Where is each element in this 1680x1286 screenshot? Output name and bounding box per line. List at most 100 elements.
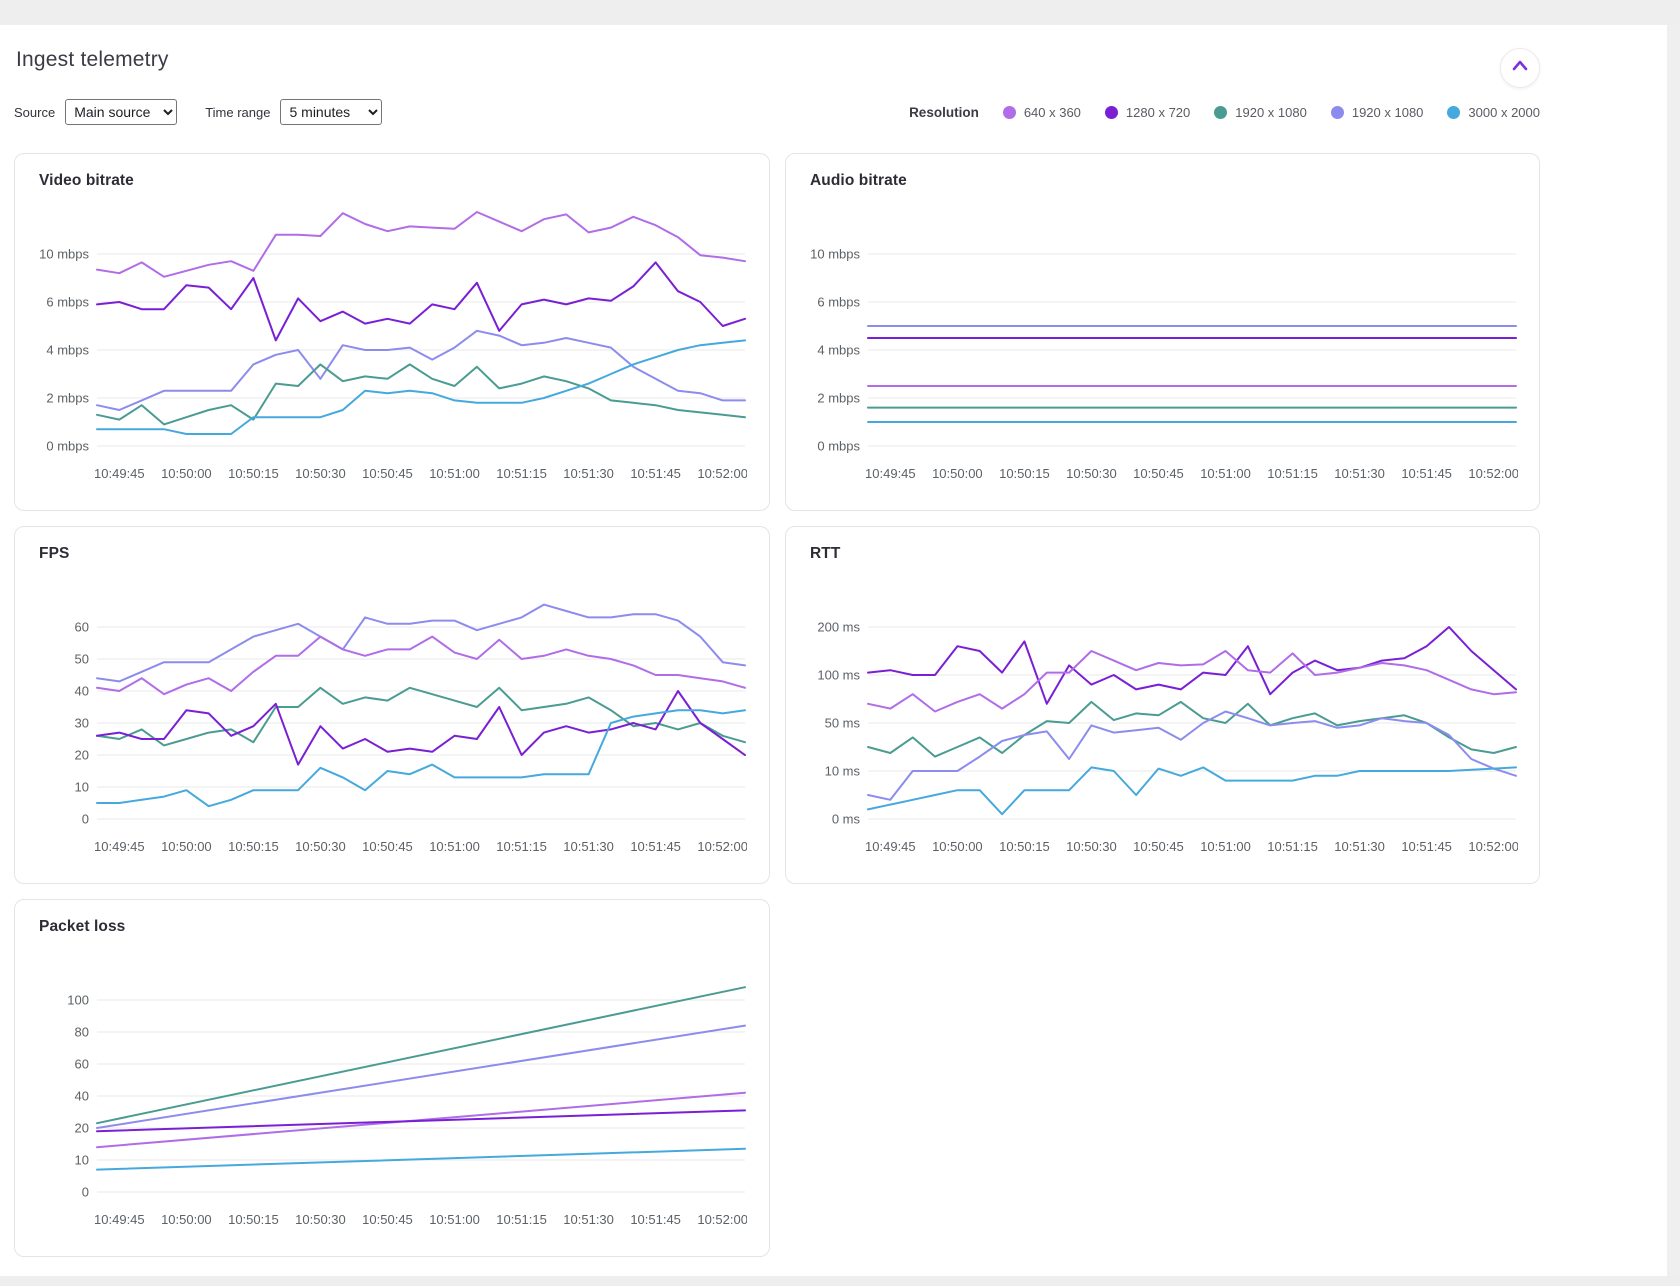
svg-text:10:51:45: 10:51:45 bbox=[630, 1212, 681, 1227]
legend-item-1920x1080-purple[interactable]: 1920 x 1080 bbox=[1330, 105, 1423, 120]
svg-text:10:51:00: 10:51:00 bbox=[1200, 466, 1251, 481]
svg-text:10:51:00: 10:51:00 bbox=[429, 839, 480, 854]
fps-chart[interactable]: 0 10 20 30 40 50 60 10:49:45 10:50:00 10:50:15 10:… bbox=[39, 569, 747, 879]
legend-dot bbox=[1104, 105, 1118, 119]
svg-text:10:50:30: 10:50:30 bbox=[1066, 466, 1117, 481]
audio-bitrate-chart[interactable]: 0 mbps 2 mbps 4 mbps 6 mbps 10 mbps 10:49:45 1… bbox=[810, 196, 1518, 506]
svg-text:10:51:00: 10:51:00 bbox=[429, 466, 480, 481]
svg-text:10:50:00: 10:50:00 bbox=[932, 839, 983, 854]
ingest-telemetry-panel: Ingest telemetry Source Main source Time… bbox=[14, 25, 1540, 1257]
svg-text:60: 60 bbox=[75, 620, 89, 635]
video-bitrate-chart[interactable]: 0 mbps 2 mbps 4 mbps 6 mbps 10 mbps 10:49:45 1… bbox=[39, 196, 747, 506]
svg-text:2 mbps: 2 mbps bbox=[46, 391, 89, 406]
svg-text:0 ms: 0 ms bbox=[832, 812, 861, 827]
chart-title: FPS bbox=[39, 545, 70, 562]
svg-text:10:50:45: 10:50:45 bbox=[362, 466, 413, 481]
svg-text:10:51:30: 10:51:30 bbox=[563, 839, 614, 854]
svg-text:50: 50 bbox=[75, 652, 89, 667]
legend-item-1920x1080-teal[interactable]: 1920 x 1080 bbox=[1214, 105, 1307, 120]
svg-text:10:52:00: 10:52:00 bbox=[697, 839, 747, 854]
svg-text:10: 10 bbox=[75, 780, 89, 795]
svg-text:10:51:30: 10:51:30 bbox=[563, 1212, 614, 1227]
svg-text:10:51:15: 10:51:15 bbox=[496, 466, 547, 481]
resolution-legend: Resolution 640 x 360 1280 x 720 1920 x 1… bbox=[909, 105, 1540, 120]
rtt-chart[interactable]: 0 ms 10 ms 50 ms 100 ms 200 ms 10:49:45 10:50:… bbox=[810, 569, 1518, 879]
fps-card: FPS 0 10 20 30 40 50 60 10:49:45 10:50:00 10:50:1… bbox=[14, 526, 770, 884]
svg-text:10:50:45: 10:50:45 bbox=[1133, 839, 1184, 854]
svg-text:20: 20 bbox=[75, 1121, 89, 1136]
svg-text:10:50:00: 10:50:00 bbox=[161, 839, 212, 854]
legend-item-640x360[interactable]: 640 x 360 bbox=[1002, 105, 1081, 120]
svg-text:10:50:15: 10:50:15 bbox=[228, 466, 279, 481]
svg-text:10:51:00: 10:51:00 bbox=[1200, 839, 1251, 854]
rtt-card: RTT 0 ms 10 ms 50 ms 100 ms 200 ms 10:49:45 10… bbox=[785, 526, 1540, 884]
source-select[interactable]: Main source bbox=[65, 99, 178, 125]
svg-text:10:50:30: 10:50:30 bbox=[295, 466, 346, 481]
audio-bitrate-card: Audio bitrate 0 mbps 2 mbps 4 mbps 6 mbps 10… bbox=[785, 153, 1540, 511]
chart-title: Audio bitrate bbox=[810, 172, 907, 189]
chart-title: Packet loss bbox=[39, 918, 126, 935]
vertical-scrollbar[interactable] bbox=[1667, 25, 1680, 1276]
svg-text:4 mbps: 4 mbps bbox=[46, 343, 89, 358]
chart-title: RTT bbox=[810, 545, 841, 562]
svg-text:100 ms: 100 ms bbox=[817, 668, 860, 683]
svg-text:10:49:45: 10:49:45 bbox=[94, 1212, 145, 1227]
charts-grid: Video bitrate 0 mbps 2 mbps 4 mbps 6 mbps 10… bbox=[14, 153, 1540, 1257]
legend-item-3000x2000[interactable]: 3000 x 2000 bbox=[1447, 105, 1540, 120]
svg-text:10:50:45: 10:50:45 bbox=[362, 1212, 413, 1227]
svg-text:10:51:30: 10:51:30 bbox=[563, 466, 614, 481]
svg-text:100: 100 bbox=[67, 993, 89, 1008]
svg-text:10:50:30: 10:50:30 bbox=[1066, 839, 1117, 854]
legend-dot bbox=[1002, 105, 1016, 119]
svg-text:10:51:45: 10:51:45 bbox=[1401, 839, 1452, 854]
svg-text:30: 30 bbox=[75, 716, 89, 731]
svg-text:10 ms: 10 ms bbox=[825, 764, 861, 779]
svg-text:10:52:00: 10:52:00 bbox=[697, 466, 747, 481]
svg-text:10:51:15: 10:51:15 bbox=[1267, 839, 1318, 854]
svg-text:10:50:15: 10:50:15 bbox=[228, 839, 279, 854]
bottom-chrome-strip bbox=[0, 1276, 1680, 1286]
svg-text:10:50:15: 10:50:15 bbox=[999, 839, 1050, 854]
svg-text:10 mbps: 10 mbps bbox=[39, 247, 89, 262]
svg-text:10:51:45: 10:51:45 bbox=[1401, 466, 1452, 481]
svg-text:0: 0 bbox=[82, 1185, 89, 1200]
svg-text:10:51:15: 10:51:15 bbox=[496, 1212, 547, 1227]
svg-text:10: 10 bbox=[75, 1153, 89, 1168]
top-chrome-strip bbox=[0, 0, 1680, 25]
svg-text:10:51:45: 10:51:45 bbox=[630, 839, 681, 854]
svg-text:40: 40 bbox=[75, 684, 89, 699]
chevron-up-icon bbox=[1509, 55, 1531, 82]
legend-dot bbox=[1447, 105, 1461, 119]
svg-text:10:51:15: 10:51:15 bbox=[496, 839, 547, 854]
svg-text:6 mbps: 6 mbps bbox=[46, 295, 89, 310]
page-title: Ingest telemetry bbox=[16, 48, 169, 71]
source-label: Source bbox=[14, 104, 56, 120]
svg-text:50 ms: 50 ms bbox=[825, 716, 861, 731]
time-range-select[interactable]: 5 minutes bbox=[280, 99, 383, 125]
video-bitrate-card: Video bitrate 0 mbps 2 mbps 4 mbps 6 mbps 10… bbox=[14, 153, 770, 511]
svg-text:40: 40 bbox=[75, 1089, 89, 1104]
svg-text:10:49:45: 10:49:45 bbox=[94, 839, 145, 854]
svg-text:10 mbps: 10 mbps bbox=[810, 247, 860, 262]
svg-text:10:50:15: 10:50:15 bbox=[999, 466, 1050, 481]
svg-text:2 mbps: 2 mbps bbox=[817, 391, 860, 406]
svg-text:10:50:00: 10:50:00 bbox=[161, 1212, 212, 1227]
svg-text:10:51:15: 10:51:15 bbox=[1267, 466, 1318, 481]
svg-text:20: 20 bbox=[75, 748, 89, 763]
svg-text:0 mbps: 0 mbps bbox=[46, 439, 89, 454]
svg-text:10:51:00: 10:51:00 bbox=[429, 1212, 480, 1227]
svg-text:10:50:30: 10:50:30 bbox=[295, 1212, 346, 1227]
svg-text:6 mbps: 6 mbps bbox=[817, 295, 860, 310]
collapse-panel-button[interactable] bbox=[1500, 48, 1540, 88]
svg-text:10:50:15: 10:50:15 bbox=[228, 1212, 279, 1227]
svg-text:10:50:45: 10:50:45 bbox=[1133, 466, 1184, 481]
legend-item-1280x720[interactable]: 1280 x 720 bbox=[1104, 105, 1190, 120]
svg-text:4 mbps: 4 mbps bbox=[817, 343, 860, 358]
svg-text:10:49:45: 10:49:45 bbox=[865, 839, 916, 854]
packet-loss-chart[interactable]: 0 10 20 40 60 80 100 10:49:45 10:50:00 10:50:15 10… bbox=[39, 942, 747, 1252]
legend-dot bbox=[1330, 105, 1344, 119]
svg-text:10:49:45: 10:49:45 bbox=[94, 466, 145, 481]
svg-text:80: 80 bbox=[75, 1025, 89, 1040]
controls-row: Source Main source Time range 5 minutes … bbox=[14, 98, 1540, 126]
svg-text:10:51:45: 10:51:45 bbox=[630, 466, 681, 481]
